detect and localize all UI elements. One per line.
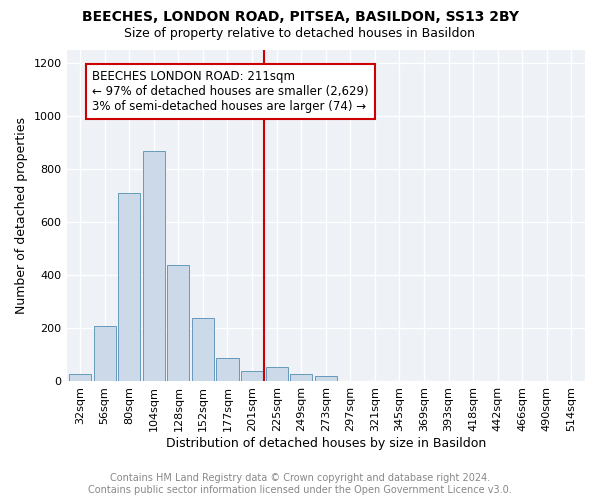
Bar	[266, 367, 287, 382]
Text: Size of property relative to detached houses in Basildon: Size of property relative to detached ho…	[125, 28, 476, 40]
Bar	[94, 326, 116, 382]
Bar	[118, 193, 140, 382]
Bar	[69, 374, 91, 382]
Bar	[241, 371, 263, 382]
Bar	[290, 374, 312, 382]
Bar	[192, 318, 214, 382]
Bar	[143, 151, 165, 382]
Text: BEECHES LONDON ROAD: 211sqm
← 97% of detached houses are smaller (2,629)
3% of s: BEECHES LONDON ROAD: 211sqm ← 97% of det…	[92, 70, 369, 113]
Bar	[217, 358, 239, 382]
Y-axis label: Number of detached properties: Number of detached properties	[15, 117, 28, 314]
X-axis label: Distribution of detached houses by size in Basildon: Distribution of detached houses by size …	[166, 437, 486, 450]
Bar	[167, 265, 190, 382]
Text: BEECHES, LONDON ROAD, PITSEA, BASILDON, SS13 2BY: BEECHES, LONDON ROAD, PITSEA, BASILDON, …	[82, 10, 518, 24]
Bar	[315, 376, 337, 382]
Text: Contains HM Land Registry data © Crown copyright and database right 2024.
Contai: Contains HM Land Registry data © Crown c…	[88, 474, 512, 495]
